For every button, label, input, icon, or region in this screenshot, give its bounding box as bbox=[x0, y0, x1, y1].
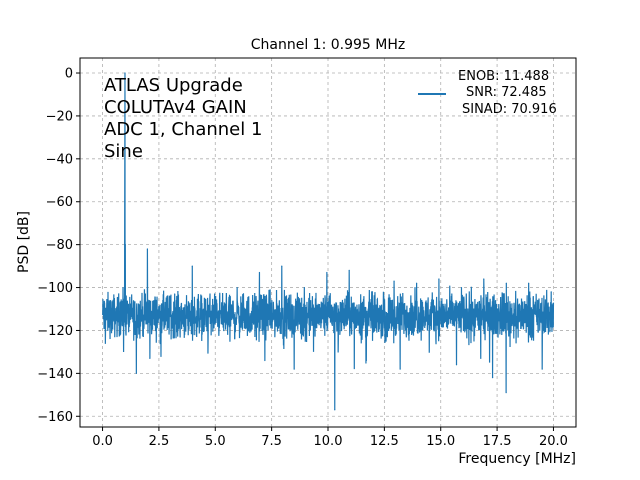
grid bbox=[80, 58, 576, 427]
psd-data-point bbox=[258, 271, 261, 274]
x-tick-label: 5.0 bbox=[205, 434, 226, 449]
psd-data-point bbox=[528, 282, 530, 284]
psd-data-point bbox=[236, 286, 238, 289]
y-tick-label: −100 bbox=[37, 281, 73, 296]
psd-data-point bbox=[264, 359, 266, 362]
psd-data-point bbox=[399, 368, 401, 370]
psd-data-point bbox=[348, 269, 350, 271]
psd-data-point bbox=[505, 282, 507, 284]
y-tick-label: −120 bbox=[37, 324, 73, 339]
x-tick-label: 20.0 bbox=[539, 434, 568, 449]
psd-data-point bbox=[371, 291, 373, 293]
annotation-block: ATLAS Upgrade COLUTAv4 GAIN ADC 1, Chann… bbox=[104, 75, 262, 162]
x-tick-label: 7.5 bbox=[261, 434, 282, 449]
psd-data-point bbox=[541, 368, 543, 370]
y-tick-label: −140 bbox=[37, 367, 73, 382]
psd-data-point bbox=[174, 293, 176, 295]
psd-data-point bbox=[213, 293, 216, 295]
psd-data-point bbox=[293, 368, 295, 370]
x-tick-label: 15.0 bbox=[426, 434, 455, 449]
y-tick-label: −80 bbox=[46, 238, 73, 253]
y-axis-label: PSD [dB] bbox=[16, 211, 32, 273]
psd-data-point bbox=[191, 265, 193, 267]
psd-data-point bbox=[393, 280, 395, 282]
psd-data-point bbox=[281, 265, 283, 267]
y-tick-label: −40 bbox=[46, 152, 73, 167]
psd-data-point bbox=[416, 282, 418, 284]
y-tick-label: −60 bbox=[46, 195, 73, 210]
legend-line-snr: SNR: 72.485 bbox=[466, 85, 547, 100]
psd-data-point bbox=[455, 364, 458, 366]
y-tick-label: −20 bbox=[46, 109, 73, 124]
x-tick-label: 10.0 bbox=[314, 434, 343, 449]
x-tick-label: 2.5 bbox=[149, 434, 170, 449]
x-tick-label: 12.5 bbox=[370, 434, 399, 449]
y-tick-label: 0 bbox=[65, 67, 73, 82]
annotation-line: Sine bbox=[104, 141, 143, 162]
psd-data-point bbox=[169, 295, 171, 297]
psd-data-point bbox=[303, 286, 305, 289]
psd-data-point bbox=[124, 244, 126, 246]
legend-line-sinad: SINAD: 70.916 bbox=[462, 102, 557, 117]
psd-data-point bbox=[326, 271, 328, 274]
psd-data-point bbox=[146, 248, 149, 250]
psd-series bbox=[101, 72, 555, 411]
x-tick-label: 17.5 bbox=[483, 434, 512, 449]
psd-data-point bbox=[550, 291, 552, 293]
chart-title: Channel 1: 0.995 MHz bbox=[251, 37, 406, 53]
x-tick-label: 0.0 bbox=[92, 434, 113, 449]
annotation-line: ADC 1, Channel 1 bbox=[104, 119, 262, 140]
psd-data-point bbox=[438, 278, 440, 280]
psd-data-point bbox=[124, 72, 126, 74]
psd-data-point bbox=[460, 286, 463, 289]
psd-data-point bbox=[135, 372, 137, 374]
annotation-line: COLUTAv4 GAIN bbox=[104, 97, 247, 118]
psd-data-point bbox=[491, 377, 494, 379]
psd-data-point bbox=[505, 392, 507, 394]
psd-data-point bbox=[483, 278, 485, 280]
psd-data-point bbox=[365, 359, 367, 362]
axis-ticks: 0.0 2.5 5.0 7.5 10.0 12.5 15.0 17.5 20.0 0 −20 −40 −… bbox=[37, 67, 568, 449]
x-axis-label: Frequency [MHz] bbox=[458, 451, 576, 467]
psd-data-point bbox=[334, 409, 336, 411]
legend-line-enob: ENOB: 11.488 bbox=[458, 69, 549, 84]
legend: ENOB: 11.488 SNR: 72.485 SINAD: 70.916 bbox=[418, 69, 557, 117]
psd-data-point bbox=[149, 357, 151, 359]
psd-trace-line bbox=[101, 73, 555, 410]
y-tick-label: −160 bbox=[37, 410, 73, 425]
annotation-line: ATLAS Upgrade bbox=[104, 75, 243, 96]
